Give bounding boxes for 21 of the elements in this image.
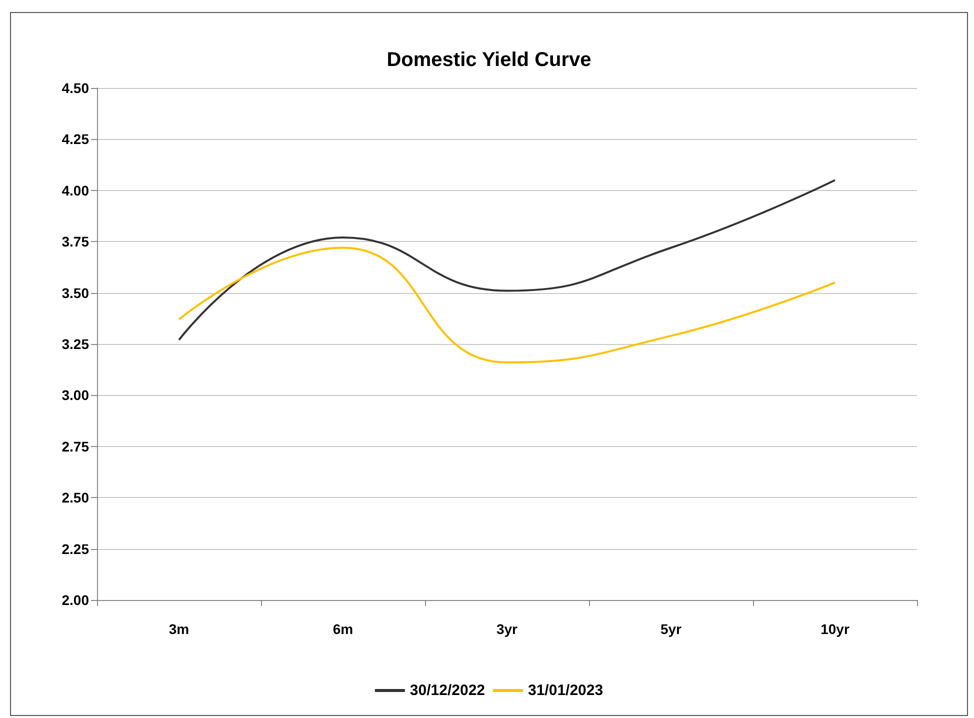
y-tick-label: 3.75 [62, 234, 90, 250]
y-tick-label: 3.25 [62, 336, 90, 352]
legend-label: 31/01/2023 [528, 682, 604, 699]
x-tick-label: 3m [168, 621, 190, 637]
legend-label: 30/12/2022 [410, 682, 486, 699]
y-tick-label: 2.00 [62, 592, 90, 608]
y-tick-label: 4.25 [62, 131, 90, 148]
y-tick-label: 3.00 [62, 387, 90, 404]
chart-title: Domestic Yield Curve [386, 49, 592, 71]
line-series [178, 246, 836, 364]
x-tick-label: 10yr [820, 621, 850, 637]
line-series [178, 179, 836, 341]
x-tick-label: 5yr [660, 621, 682, 637]
y-tick-label: 2.25 [62, 540, 90, 557]
x-tick-label: 6m [332, 621, 354, 637]
y-tick-label: 2.75 [62, 438, 90, 454]
x-tick-label: 3yr [496, 621, 518, 637]
y-tick-label: 2.50 [62, 490, 90, 506]
y-tick-label: 4.50 [62, 80, 90, 96]
y-tick-label: 4.00 [62, 182, 90, 198]
y-tick-label: 3.50 [62, 284, 90, 301]
